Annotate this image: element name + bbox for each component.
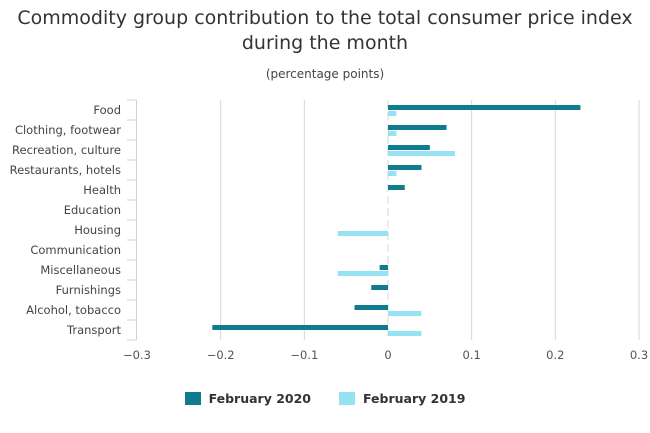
- x-tick-label: −0.2: [207, 348, 235, 362]
- category-label: Clothing, footwear: [15, 123, 121, 137]
- bar-feb-2019[interactable]: [337, 231, 388, 236]
- bar-feb-2019[interactable]: [388, 311, 422, 316]
- bar-feb-2019[interactable]: [388, 131, 397, 136]
- bar-feb-2019[interactable]: [388, 111, 397, 116]
- category-label: Furnishings: [56, 283, 121, 297]
- category-label: Restaurants, hotels: [10, 163, 121, 177]
- legend: February 2020 February 2019: [0, 391, 650, 406]
- legend-item-february-2020[interactable]: February 2020: [184, 391, 311, 406]
- legend-item-february-2019[interactable]: February 2019: [339, 391, 465, 406]
- chart-title: Commodity group contribution to the tota…: [17, 7, 633, 54]
- bar-feb-2020[interactable]: [354, 305, 388, 310]
- chart-subtitle: (percentage points): [265, 67, 385, 81]
- category-label: Miscellaneous: [40, 263, 121, 277]
- bar-feb-2019[interactable]: [388, 331, 422, 336]
- category-label: Communication: [30, 243, 121, 257]
- bar-feb-2020[interactable]: [388, 125, 447, 130]
- bars: [212, 105, 581, 336]
- bar-feb-2020[interactable]: [388, 185, 405, 190]
- bar-feb-2020[interactable]: [371, 285, 388, 290]
- bar-feb-2020[interactable]: [388, 165, 422, 170]
- bar-feb-2020[interactable]: [388, 105, 581, 110]
- x-tick-label: 0: [384, 348, 391, 362]
- x-tick-label: 0.2: [546, 348, 564, 362]
- category-label: Transport: [66, 323, 121, 337]
- bar-feb-2019[interactable]: [388, 151, 455, 156]
- x-tick-label: 0.3: [630, 348, 648, 362]
- x-tick-label: 0.1: [463, 348, 481, 362]
- bar-feb-2020[interactable]: [212, 325, 388, 330]
- x-axis: −0.2 −0.1 0 0.1 0.2 0.3 −0.3: [123, 348, 648, 362]
- category-label: Food: [93, 103, 121, 117]
- bar-feb-2020[interactable]: [388, 145, 430, 150]
- legend-label: February 2019: [363, 391, 466, 406]
- category-label: Housing: [74, 223, 121, 237]
- bar-feb-2020[interactable]: [379, 265, 388, 270]
- legend-label: February 2020: [208, 391, 311, 406]
- bar-feb-2019[interactable]: [337, 271, 388, 276]
- category-label: Health: [83, 183, 121, 197]
- category-label: Alcohol, tobacco: [26, 303, 121, 317]
- legend-swatch: [184, 392, 201, 405]
- x-tick-label: −0.1: [290, 348, 318, 362]
- category-label: Recreation, culture: [12, 143, 121, 157]
- gridlines: [220, 100, 640, 340]
- bar-feb-2019[interactable]: [388, 171, 397, 176]
- legend-swatch: [339, 392, 355, 405]
- y-axis: Food Clothing, footwear Recreation, cultur…: [10, 99, 137, 341]
- category-label: Education: [64, 203, 121, 217]
- x-tick-label: −0.3: [123, 348, 151, 362]
